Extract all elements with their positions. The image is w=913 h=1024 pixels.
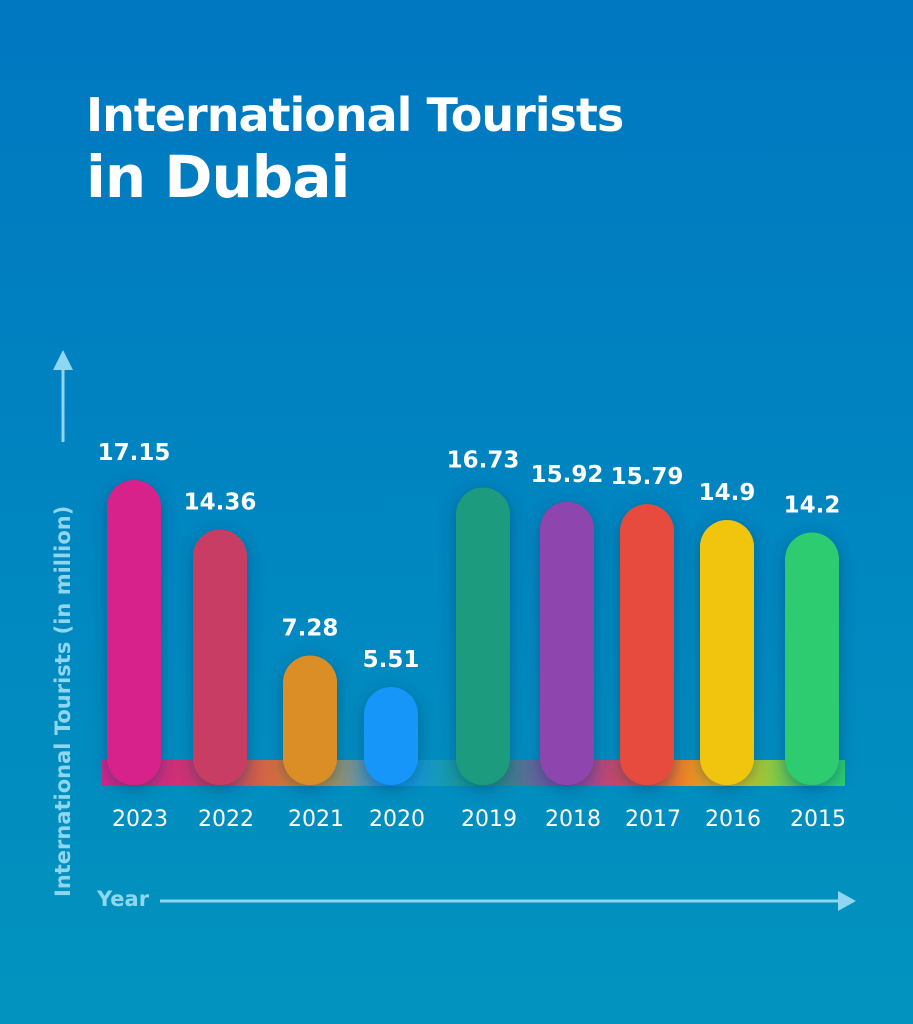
bar-2023 <box>107 480 161 785</box>
x-tick-label-2017: 2017 <box>625 807 681 832</box>
x-tick-label-2015: 2015 <box>790 807 846 832</box>
value-label-2022: 14.36 <box>184 490 257 516</box>
value-label-2019: 16.73 <box>447 447 520 473</box>
y-axis-arrow-icon <box>53 350 73 442</box>
value-label-2023: 17.15 <box>98 440 171 466</box>
value-label-2016: 14.9 <box>699 480 756 506</box>
value-label-2017: 15.79 <box>611 464 684 490</box>
value-label-2020: 5.51 <box>363 647 420 673</box>
bar-2021 <box>283 655 337 785</box>
bar-2022 <box>193 529 247 785</box>
bar-2018 <box>540 501 594 785</box>
x-tick-label-2016: 2016 <box>705 807 761 832</box>
x-axis-arrow-icon <box>160 891 856 911</box>
value-label-2021: 7.28 <box>282 616 339 642</box>
chart-title: International Tourists in Dubai <box>86 88 624 211</box>
x-axis-label: Year <box>96 887 150 911</box>
x-tick-label-2021: 2021 <box>288 807 344 832</box>
x-tick-label-2018: 2018 <box>545 807 601 832</box>
bar-2019 <box>456 487 510 785</box>
x-tick-label-2022: 2022 <box>198 807 254 832</box>
bar-2016 <box>700 520 754 785</box>
chart-title-line-1: International Tourists <box>86 88 624 142</box>
y-axis-label: International Tourists (in million) <box>51 506 75 897</box>
value-label-2015: 14.2 <box>784 492 841 518</box>
x-tick-label-2020: 2020 <box>369 807 425 832</box>
value-label-2018: 15.92 <box>531 462 604 488</box>
x-tick-label-2019: 2019 <box>461 807 517 832</box>
bar-2017 <box>620 504 674 785</box>
bar-2015 <box>785 532 839 785</box>
bar-2020 <box>364 687 418 785</box>
chart-title-line-2: in Dubai <box>86 143 350 211</box>
x-tick-label-2023: 2023 <box>112 807 168 832</box>
